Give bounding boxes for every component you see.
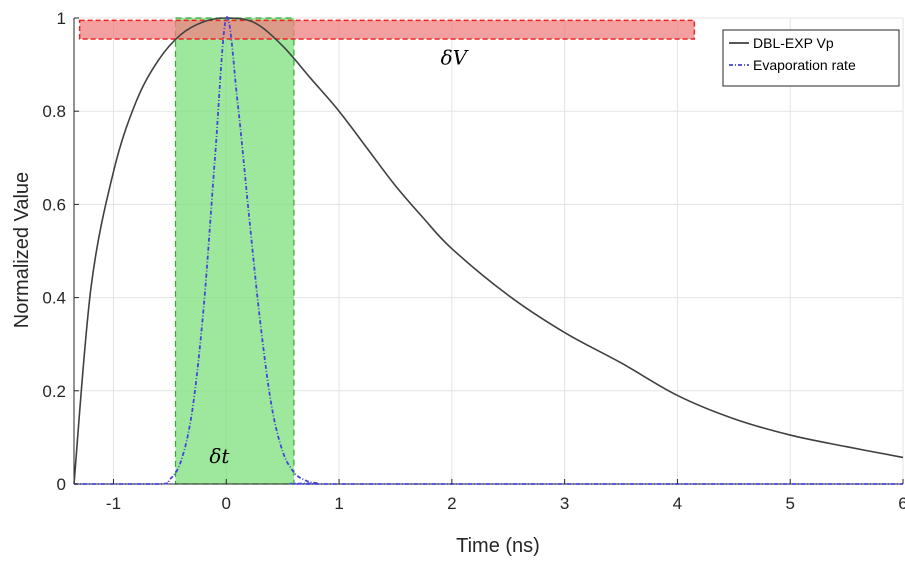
y-tick-label: 0.8 — [42, 102, 66, 121]
dbl-exp-vp-line — [73, 17, 904, 485]
delta-v-band — [78, 19, 696, 40]
x-tick-label: 4 — [673, 494, 682, 513]
evaporation-rate-line — [73, 16, 903, 485]
legend: DBL-EXP Vp Evaporation rate — [722, 29, 900, 87]
region-layer — [78, 17, 696, 485]
y-tick-label: 0.2 — [42, 382, 66, 401]
y-tick-label: 1 — [57, 9, 66, 28]
y-tick-label: 0 — [57, 475, 66, 494]
legend-entry: Evaporation rate — [753, 57, 856, 73]
x-axis-title: Time (ns) — [456, 535, 540, 557]
y-tick-label: 0.4 — [42, 289, 66, 308]
x-tick-label: -1 — [106, 494, 121, 513]
delta-v-label: δV — [441, 46, 470, 70]
y-axis-title: Normalized Value — [11, 172, 33, 328]
x-tick-label: 0 — [222, 494, 231, 513]
x-tick-label: 6 — [898, 494, 905, 513]
annotation-layer: δV δt — [209, 46, 469, 468]
series-layer — [73, 16, 904, 485]
x-tick-label: 1 — [334, 494, 343, 513]
delta-t-band — [174, 17, 295, 485]
tick-layer: -1 0 1 2 3 4 5 6 0 0.2 0.4 0.6 0.8 1 — [42, 9, 905, 513]
x-tick-label: 5 — [785, 494, 794, 513]
delta-t-label: δt — [209, 444, 230, 468]
y-tick-label: 0.6 — [42, 195, 66, 214]
legend-entry: DBL-EXP Vp — [753, 35, 834, 51]
x-tick-label: 2 — [447, 494, 456, 513]
x-tick-label: 3 — [560, 494, 569, 513]
legend-box — [722, 29, 900, 87]
